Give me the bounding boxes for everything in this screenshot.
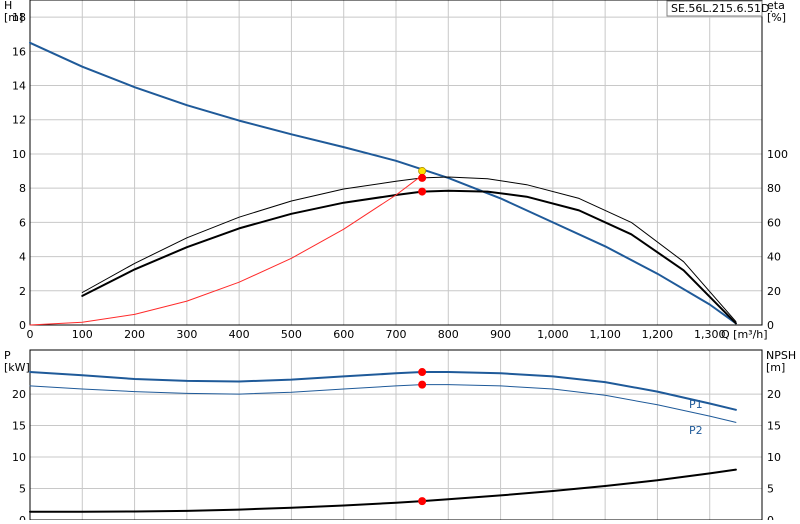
series-line-p1 xyxy=(29,371,737,411)
left-y-tick-label: 10 xyxy=(12,148,26,161)
bottom-tick-labels: 0 5 10 15 20 0 5 10 15 20 xyxy=(12,388,781,524)
top-operating-points xyxy=(418,167,427,196)
right-y-tick-label: 5 xyxy=(767,483,774,496)
right-y-tick-label: 20 xyxy=(767,285,781,298)
right-y-tick-label: 40 xyxy=(767,251,781,264)
operating-point-marker xyxy=(418,497,427,506)
x-tick-label: 1,100 xyxy=(589,328,621,341)
x-tick-label: 1,200 xyxy=(642,328,674,341)
left-y-tick-label: 15 xyxy=(12,420,26,433)
right-y-tick-label: 15 xyxy=(767,420,781,433)
x-tick-label: 700 xyxy=(386,328,407,341)
operating-point-marker xyxy=(418,167,427,176)
series-line-3 xyxy=(29,174,423,326)
left-y-tick-label: 12 xyxy=(12,114,26,127)
bottom-right-axis-unit: [m] xyxy=(766,361,785,374)
left-y-tick-label: 2 xyxy=(19,285,26,298)
model-label: SE.56L.215.6.51D. xyxy=(671,2,773,15)
operating-point-marker xyxy=(418,380,427,389)
series-line-2 xyxy=(29,468,737,513)
top-tick-labels: 0 100 200 300 400 500 600 700 800 900 1,000 1,100 1,… xyxy=(12,11,788,341)
model-label-box xyxy=(666,0,763,17)
x-tick-label: 300 xyxy=(176,328,197,341)
left-y-tick-label: 4 xyxy=(19,251,26,264)
top-right-axis-label: eta xyxy=(767,0,785,12)
right-y-tick-label: 60 xyxy=(767,216,781,229)
left-y-tick-label: 18 xyxy=(12,11,26,24)
x-tick-label: 1,300 xyxy=(694,328,726,341)
x-tick-label: 200 xyxy=(124,328,145,341)
series-label-p2: P2 xyxy=(689,424,703,437)
series-line-0 xyxy=(29,41,737,325)
series-line-p2 xyxy=(29,384,737,423)
left-y-tick-label: 0 xyxy=(19,514,26,520)
x-tick-label: 0 xyxy=(27,328,34,341)
left-y-tick-label: 8 xyxy=(19,182,26,195)
top-plot-frame xyxy=(29,0,763,326)
operating-point-marker xyxy=(418,187,427,196)
operating-point-marker xyxy=(418,368,427,377)
x-tick-label: 800 xyxy=(438,328,459,341)
left-y-tick-label: 20 xyxy=(12,388,26,401)
x-tick-label: 1,000 xyxy=(537,328,569,341)
x-tick-label: 600 xyxy=(333,328,354,341)
right-y-tick-label: 20 xyxy=(767,388,781,401)
left-y-tick-label: 0 xyxy=(19,319,26,332)
right-y-tick-label: 0 xyxy=(767,514,774,520)
series-label-p1: P1 xyxy=(689,398,703,411)
left-y-tick-label: 10 xyxy=(12,451,26,464)
left-y-tick-label: 6 xyxy=(19,216,26,229)
right-y-tick-label: 80 xyxy=(767,182,781,195)
x-tick-label: 500 xyxy=(281,328,302,341)
top-right-axis-unit: [%] xyxy=(767,11,786,24)
left-y-tick-label: 5 xyxy=(19,483,26,496)
right-y-tick-label: 0 xyxy=(767,319,774,332)
right-y-tick-label: 10 xyxy=(767,451,781,464)
bottom-grid xyxy=(30,350,762,520)
top-left-axis-label: H xyxy=(4,0,12,12)
bottom-series xyxy=(29,371,737,513)
top-left-axis-unit: [m] xyxy=(4,11,23,24)
bottom-left-axis-unit: [kW] xyxy=(4,361,30,374)
right-y-tick-label: 100 xyxy=(767,148,788,161)
left-y-tick-label: 14 xyxy=(12,80,26,93)
bottom-right-axis-label: NPSH xyxy=(766,349,796,362)
top-grid xyxy=(30,0,762,325)
left-y-tick-label: 16 xyxy=(12,45,26,58)
operating-point-marker xyxy=(418,173,427,182)
x-tick-label: 400 xyxy=(229,328,250,341)
bottom-operating-points xyxy=(418,368,427,506)
bottom-left-axis-label: P xyxy=(4,349,11,362)
x-tick-label: 900 xyxy=(490,328,511,341)
x-tick-label: 100 xyxy=(72,328,93,341)
x-axis-label: Q [m³/h] xyxy=(721,328,768,341)
